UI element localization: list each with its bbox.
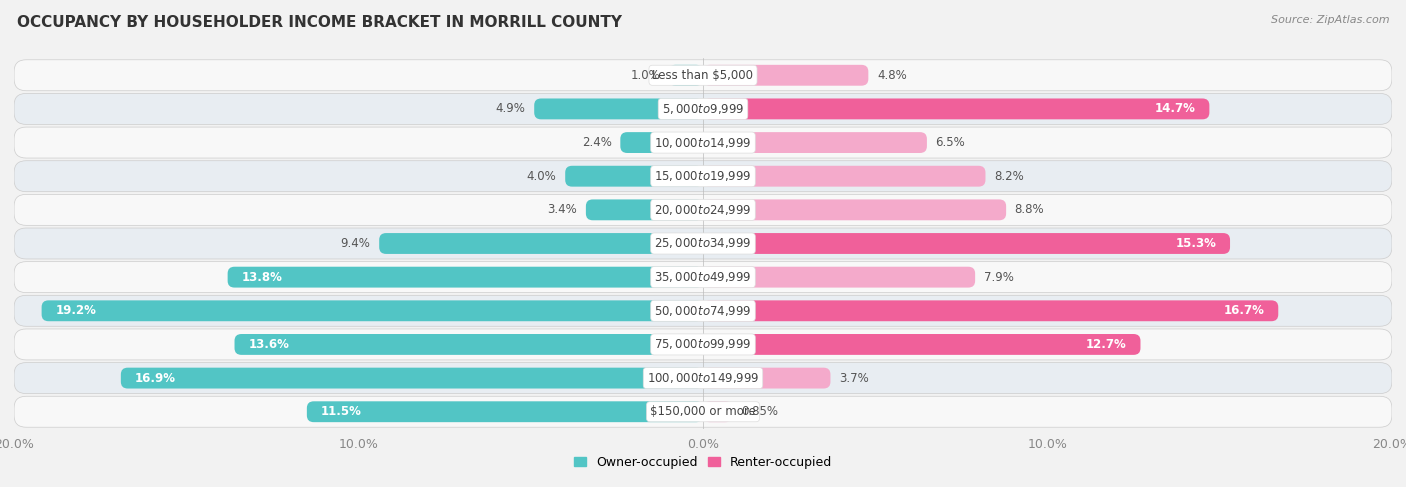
FancyBboxPatch shape bbox=[14, 363, 1392, 393]
Text: Less than $5,000: Less than $5,000 bbox=[652, 69, 754, 82]
FancyBboxPatch shape bbox=[703, 300, 1278, 321]
FancyBboxPatch shape bbox=[703, 368, 831, 389]
Text: 19.2%: 19.2% bbox=[55, 304, 96, 318]
FancyBboxPatch shape bbox=[14, 161, 1392, 192]
Text: $10,000 to $14,999: $10,000 to $14,999 bbox=[654, 135, 752, 150]
FancyBboxPatch shape bbox=[703, 65, 869, 86]
Text: OCCUPANCY BY HOUSEHOLDER INCOME BRACKET IN MORRILL COUNTY: OCCUPANCY BY HOUSEHOLDER INCOME BRACKET … bbox=[17, 15, 621, 30]
FancyBboxPatch shape bbox=[380, 233, 703, 254]
FancyBboxPatch shape bbox=[235, 334, 703, 355]
FancyBboxPatch shape bbox=[586, 199, 703, 220]
Text: 13.8%: 13.8% bbox=[242, 271, 283, 283]
Text: $75,000 to $99,999: $75,000 to $99,999 bbox=[654, 337, 752, 352]
Text: 8.8%: 8.8% bbox=[1015, 204, 1045, 216]
Text: $50,000 to $74,999: $50,000 to $74,999 bbox=[654, 304, 752, 318]
Text: 0.85%: 0.85% bbox=[741, 405, 778, 418]
Text: 14.7%: 14.7% bbox=[1154, 102, 1195, 115]
FancyBboxPatch shape bbox=[703, 166, 986, 187]
Text: $5,000 to $9,999: $5,000 to $9,999 bbox=[662, 102, 744, 116]
FancyBboxPatch shape bbox=[228, 267, 703, 288]
Text: 4.0%: 4.0% bbox=[527, 169, 557, 183]
Text: 15.3%: 15.3% bbox=[1175, 237, 1216, 250]
Text: Source: ZipAtlas.com: Source: ZipAtlas.com bbox=[1271, 15, 1389, 25]
Text: 13.6%: 13.6% bbox=[249, 338, 290, 351]
Text: 11.5%: 11.5% bbox=[321, 405, 361, 418]
FancyBboxPatch shape bbox=[14, 329, 1392, 360]
FancyBboxPatch shape bbox=[703, 98, 1209, 119]
FancyBboxPatch shape bbox=[620, 132, 703, 153]
FancyBboxPatch shape bbox=[703, 334, 1140, 355]
FancyBboxPatch shape bbox=[14, 194, 1392, 225]
FancyBboxPatch shape bbox=[14, 262, 1392, 293]
FancyBboxPatch shape bbox=[669, 65, 703, 86]
Text: 3.7%: 3.7% bbox=[839, 372, 869, 385]
FancyBboxPatch shape bbox=[14, 396, 1392, 427]
Text: 1.0%: 1.0% bbox=[630, 69, 659, 82]
FancyBboxPatch shape bbox=[534, 98, 703, 119]
Text: 16.7%: 16.7% bbox=[1223, 304, 1264, 318]
Text: 12.7%: 12.7% bbox=[1085, 338, 1126, 351]
FancyBboxPatch shape bbox=[703, 267, 976, 288]
Text: $35,000 to $49,999: $35,000 to $49,999 bbox=[654, 270, 752, 284]
FancyBboxPatch shape bbox=[14, 127, 1392, 158]
FancyBboxPatch shape bbox=[703, 401, 733, 422]
Text: 3.4%: 3.4% bbox=[547, 204, 578, 216]
FancyBboxPatch shape bbox=[42, 300, 703, 321]
Text: $100,000 to $149,999: $100,000 to $149,999 bbox=[647, 371, 759, 385]
FancyBboxPatch shape bbox=[565, 166, 703, 187]
Text: $20,000 to $24,999: $20,000 to $24,999 bbox=[654, 203, 752, 217]
FancyBboxPatch shape bbox=[121, 368, 703, 389]
FancyBboxPatch shape bbox=[14, 295, 1392, 326]
Text: 16.9%: 16.9% bbox=[135, 372, 176, 385]
FancyBboxPatch shape bbox=[703, 199, 1007, 220]
Legend: Owner-occupied, Renter-occupied: Owner-occupied, Renter-occupied bbox=[568, 451, 838, 474]
Text: 2.4%: 2.4% bbox=[582, 136, 612, 149]
Text: 4.9%: 4.9% bbox=[496, 102, 526, 115]
Text: 6.5%: 6.5% bbox=[935, 136, 966, 149]
Text: $150,000 or more: $150,000 or more bbox=[650, 405, 756, 418]
FancyBboxPatch shape bbox=[703, 132, 927, 153]
Text: $15,000 to $19,999: $15,000 to $19,999 bbox=[654, 169, 752, 183]
Text: $25,000 to $34,999: $25,000 to $34,999 bbox=[654, 237, 752, 250]
FancyBboxPatch shape bbox=[14, 94, 1392, 124]
Text: 8.2%: 8.2% bbox=[994, 169, 1024, 183]
Text: 4.8%: 4.8% bbox=[877, 69, 907, 82]
FancyBboxPatch shape bbox=[307, 401, 703, 422]
Text: 7.9%: 7.9% bbox=[984, 271, 1014, 283]
FancyBboxPatch shape bbox=[703, 233, 1230, 254]
Text: 9.4%: 9.4% bbox=[340, 237, 371, 250]
FancyBboxPatch shape bbox=[14, 60, 1392, 91]
FancyBboxPatch shape bbox=[14, 228, 1392, 259]
